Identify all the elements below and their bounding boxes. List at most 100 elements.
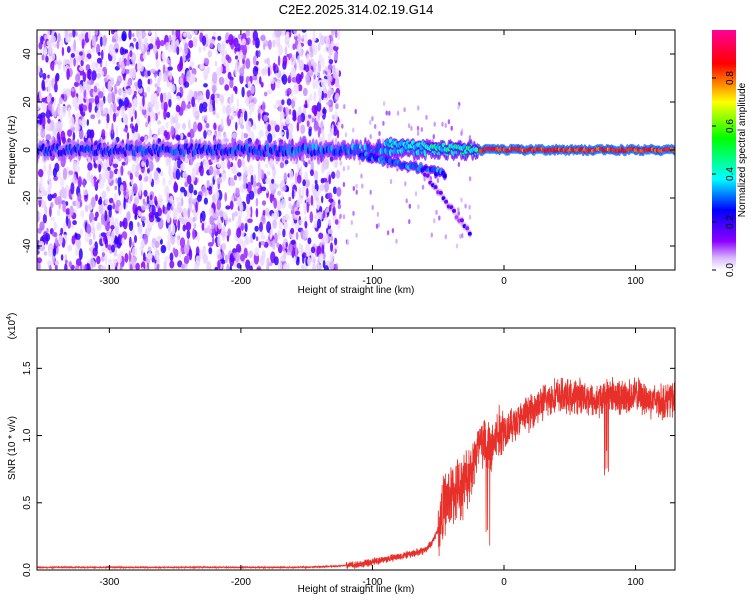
noise-blob [237, 210, 243, 219]
noise-blob [444, 234, 447, 240]
noise-blob [304, 221, 308, 229]
noise-blob [185, 221, 192, 231]
noise-blob [182, 224, 186, 232]
noise-blob [220, 64, 223, 74]
noise-blob [317, 42, 321, 52]
noise-blob [248, 164, 254, 176]
noise-blob [184, 181, 189, 188]
noise-blob [95, 67, 102, 73]
noise-blob [438, 215, 441, 221]
noise-blob [250, 85, 255, 94]
noise-blob [131, 103, 135, 108]
noise-blob [70, 182, 75, 195]
noise-blob [46, 227, 49, 234]
noise-blob [334, 92, 340, 100]
noise-blob [274, 30, 280, 38]
noise-blob [154, 83, 158, 88]
noise-blob [133, 37, 137, 42]
noise-blob [157, 86, 161, 93]
noise-blob [215, 186, 218, 196]
noise-blob [233, 37, 239, 48]
noise-blob [41, 79, 45, 90]
noise-blob [101, 49, 104, 60]
noise-blob [133, 197, 140, 206]
noise-blob [224, 49, 228, 56]
noise-blob [245, 259, 251, 270]
noise-blob [37, 210, 40, 223]
noise-blob [207, 130, 211, 138]
noise-blob [105, 132, 108, 138]
noise-blob [128, 220, 134, 232]
noise-blob [146, 195, 150, 205]
noise-blob [327, 75, 331, 87]
noise-blob [134, 235, 137, 243]
noise-blob [301, 30, 307, 33]
colorbar-tick-label: 0.2 [725, 215, 736, 229]
noise-blob [249, 238, 253, 244]
noise-blob [147, 70, 151, 77]
noise-blob [47, 74, 50, 79]
noise-blob [183, 255, 190, 264]
noise-blob [159, 238, 163, 245]
noise-blob [292, 116, 297, 121]
noise-blob [176, 46, 180, 56]
noise-blob [329, 204, 332, 212]
noise-blob [313, 107, 318, 117]
noise-blob [319, 87, 322, 98]
noise-blob [51, 104, 54, 116]
noise-blob [94, 216, 98, 221]
noise-blob [326, 43, 329, 48]
noise-blob [288, 108, 292, 115]
noise-blob [266, 265, 270, 270]
noise-blob [69, 116, 75, 128]
noise-blob [355, 189, 358, 195]
noise-blob [277, 44, 284, 56]
noise-blob [77, 176, 82, 188]
noise-blob [320, 177, 325, 184]
noise-blob [355, 232, 358, 238]
noise-blob [201, 222, 205, 231]
noise-blob [237, 158, 242, 168]
noise-blob [37, 119, 42, 124]
noise-blob [330, 242, 333, 253]
noise-blob [395, 238, 398, 244]
noise-blob [114, 217, 119, 228]
noise-blob [298, 105, 302, 116]
noise-blob [139, 231, 143, 239]
noise-blob [235, 251, 240, 263]
noise-blob [148, 121, 152, 129]
noise-blob [107, 166, 111, 171]
noise-blob [160, 92, 164, 103]
noise-blob [250, 260, 255, 267]
noise-blob [265, 187, 269, 194]
noise-blob [339, 213, 342, 219]
noise-blob [288, 243, 293, 253]
noise-blob [328, 59, 334, 65]
noise-blob [457, 162, 461, 167]
noise-blob [408, 203, 411, 209]
noise-blob [44, 205, 48, 216]
noise-blob [369, 119, 372, 125]
noise-blob [154, 211, 159, 219]
noise-blob [277, 55, 281, 66]
noise-blob [279, 161, 285, 169]
noise-blob [255, 197, 259, 207]
noise-blob [77, 94, 83, 105]
noise-blob [153, 170, 159, 181]
noise-blob [333, 45, 339, 52]
noise-blob [222, 224, 226, 234]
noise-blob [76, 124, 80, 131]
noise-blob [280, 30, 286, 36]
noise-blob [142, 94, 145, 107]
noise-blob [346, 240, 350, 245]
noise-blob [194, 110, 200, 121]
noise-blob [58, 97, 64, 105]
noise-blob [213, 122, 217, 131]
spectrogram-x-label: Height of straight line (km) [298, 285, 415, 296]
noise-blob [64, 263, 68, 270]
noise-blob [240, 124, 245, 130]
noise-blob [88, 102, 92, 113]
noise-blob [296, 121, 300, 132]
noise-blob [444, 123, 447, 128]
noise-blob [98, 173, 102, 182]
